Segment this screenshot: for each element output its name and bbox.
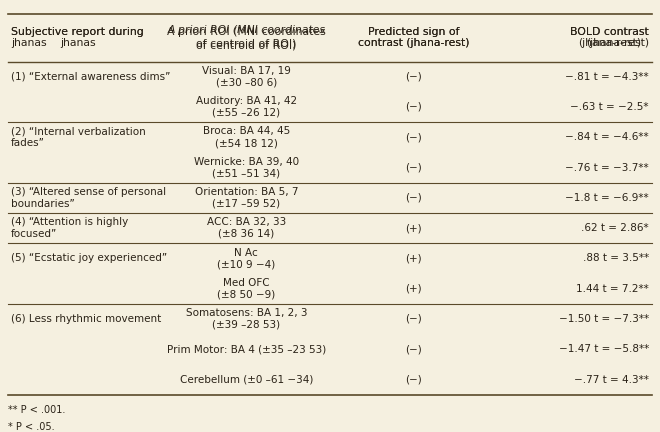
Text: of centroid of ROI): of centroid of ROI)	[196, 40, 296, 50]
Text: Predicted sign of
contrast (jhana-rest): Predicted sign of contrast (jhana-rest)	[358, 27, 469, 48]
Text: .62 t = 2.86*: .62 t = 2.86*	[581, 223, 649, 233]
Text: Orientation: BA 5, 7
(±17 –59 52): Orientation: BA 5, 7 (±17 –59 52)	[195, 187, 298, 209]
Text: (+): (+)	[405, 223, 422, 233]
Text: Somatosens: BA 1, 2, 3
(±39 –28 53): Somatosens: BA 1, 2, 3 (±39 –28 53)	[185, 308, 307, 330]
Text: Med OFC
(±8 50 −9): Med OFC (±8 50 −9)	[217, 278, 275, 299]
Text: N Ac
(±10 9 −4): N Ac (±10 9 −4)	[217, 248, 275, 269]
Text: BOLD contrast
(jhana-rest): BOLD contrast (jhana-rest)	[570, 27, 649, 48]
Text: (−): (−)	[405, 72, 422, 82]
Text: Wernicke: BA 39, 40
(±51 –51 34): Wernicke: BA 39, 40 (±51 –51 34)	[193, 157, 299, 178]
Text: −.63 t = −2.5*: −.63 t = −2.5*	[570, 102, 649, 112]
Text: Auditory: BA 41, 42
(±55 –26 12): Auditory: BA 41, 42 (±55 –26 12)	[196, 96, 297, 118]
Text: −1.47 t = −5.8**: −1.47 t = −5.8**	[558, 344, 649, 354]
Text: A priori ROI (MNI coordinates: A priori ROI (MNI coordinates	[167, 25, 325, 35]
Text: Prim Motor: BA 4 (±35 –23 53): Prim Motor: BA 4 (±35 –23 53)	[166, 344, 326, 354]
Text: ACC: BA 32, 33
(±8 36 14): ACC: BA 32, 33 (±8 36 14)	[207, 217, 286, 239]
Text: (−): (−)	[405, 132, 422, 142]
Text: (−): (−)	[405, 162, 422, 172]
Text: (6) Less rhythmic movement: (6) Less rhythmic movement	[11, 314, 162, 324]
Text: (−): (−)	[405, 375, 422, 384]
Text: (−): (−)	[405, 314, 422, 324]
Text: * P < .05.: * P < .05.	[8, 422, 55, 432]
Text: BOLD contrast
(jhana-rest): BOLD contrast (jhana-rest)	[570, 27, 649, 48]
Text: (5) “Ecstatic joy experienced”: (5) “Ecstatic joy experienced”	[11, 254, 168, 264]
Text: (−): (−)	[405, 193, 422, 203]
Text: .88 t = 3.5**: .88 t = 3.5**	[583, 254, 649, 264]
Text: A priori ROI (MNI coordinates
of centroid of ROI): A priori ROI (MNI coordinates of centroi…	[167, 27, 325, 48]
Text: (1) “External awareness dims”: (1) “External awareness dims”	[11, 72, 171, 82]
Text: (+): (+)	[405, 284, 422, 294]
Text: (+): (+)	[405, 254, 422, 264]
Text: −.76 t = −3.7**: −.76 t = −3.7**	[565, 162, 649, 172]
Text: −.77 t = 4.3**: −.77 t = 4.3**	[574, 375, 649, 384]
Text: 1.44 t = 7.2**: 1.44 t = 7.2**	[576, 284, 649, 294]
Text: (4) “Attention is highly
focused”: (4) “Attention is highly focused”	[11, 217, 129, 239]
Text: Cerebellum (±0 –61 −34): Cerebellum (±0 –61 −34)	[180, 375, 313, 384]
Text: Visual: BA 17, 19
(±30 –80 6): Visual: BA 17, 19 (±30 –80 6)	[202, 66, 290, 88]
Text: (−): (−)	[405, 344, 422, 354]
Text: (3) “Altered sense of personal
boundaries”: (3) “Altered sense of personal boundarie…	[11, 187, 166, 209]
Text: −.84 t = −4.6**: −.84 t = −4.6**	[565, 132, 649, 142]
Text: −1.8 t = −6.9**: −1.8 t = −6.9**	[565, 193, 649, 203]
Text: Subjective report during
jhanas: Subjective report during jhanas	[11, 27, 144, 48]
Text: (−): (−)	[405, 102, 422, 112]
Text: Predicted sign of
contrast (jhana-rest): Predicted sign of contrast (jhana-rest)	[358, 27, 469, 48]
Text: (2) “Internal verbalization
fades”: (2) “Internal verbalization fades”	[11, 127, 146, 148]
Text: Subjective report during
jhanas: Subjective report during jhanas	[11, 27, 144, 48]
Text: ** P < .001.: ** P < .001.	[8, 405, 65, 415]
Text: −.81 t = −4.3**: −.81 t = −4.3**	[565, 72, 649, 82]
Text: −1.50 t = −7.3**: −1.50 t = −7.3**	[558, 314, 649, 324]
Text: Broca: BA 44, 45
(±54 18 12): Broca: BA 44, 45 (±54 18 12)	[203, 127, 290, 148]
